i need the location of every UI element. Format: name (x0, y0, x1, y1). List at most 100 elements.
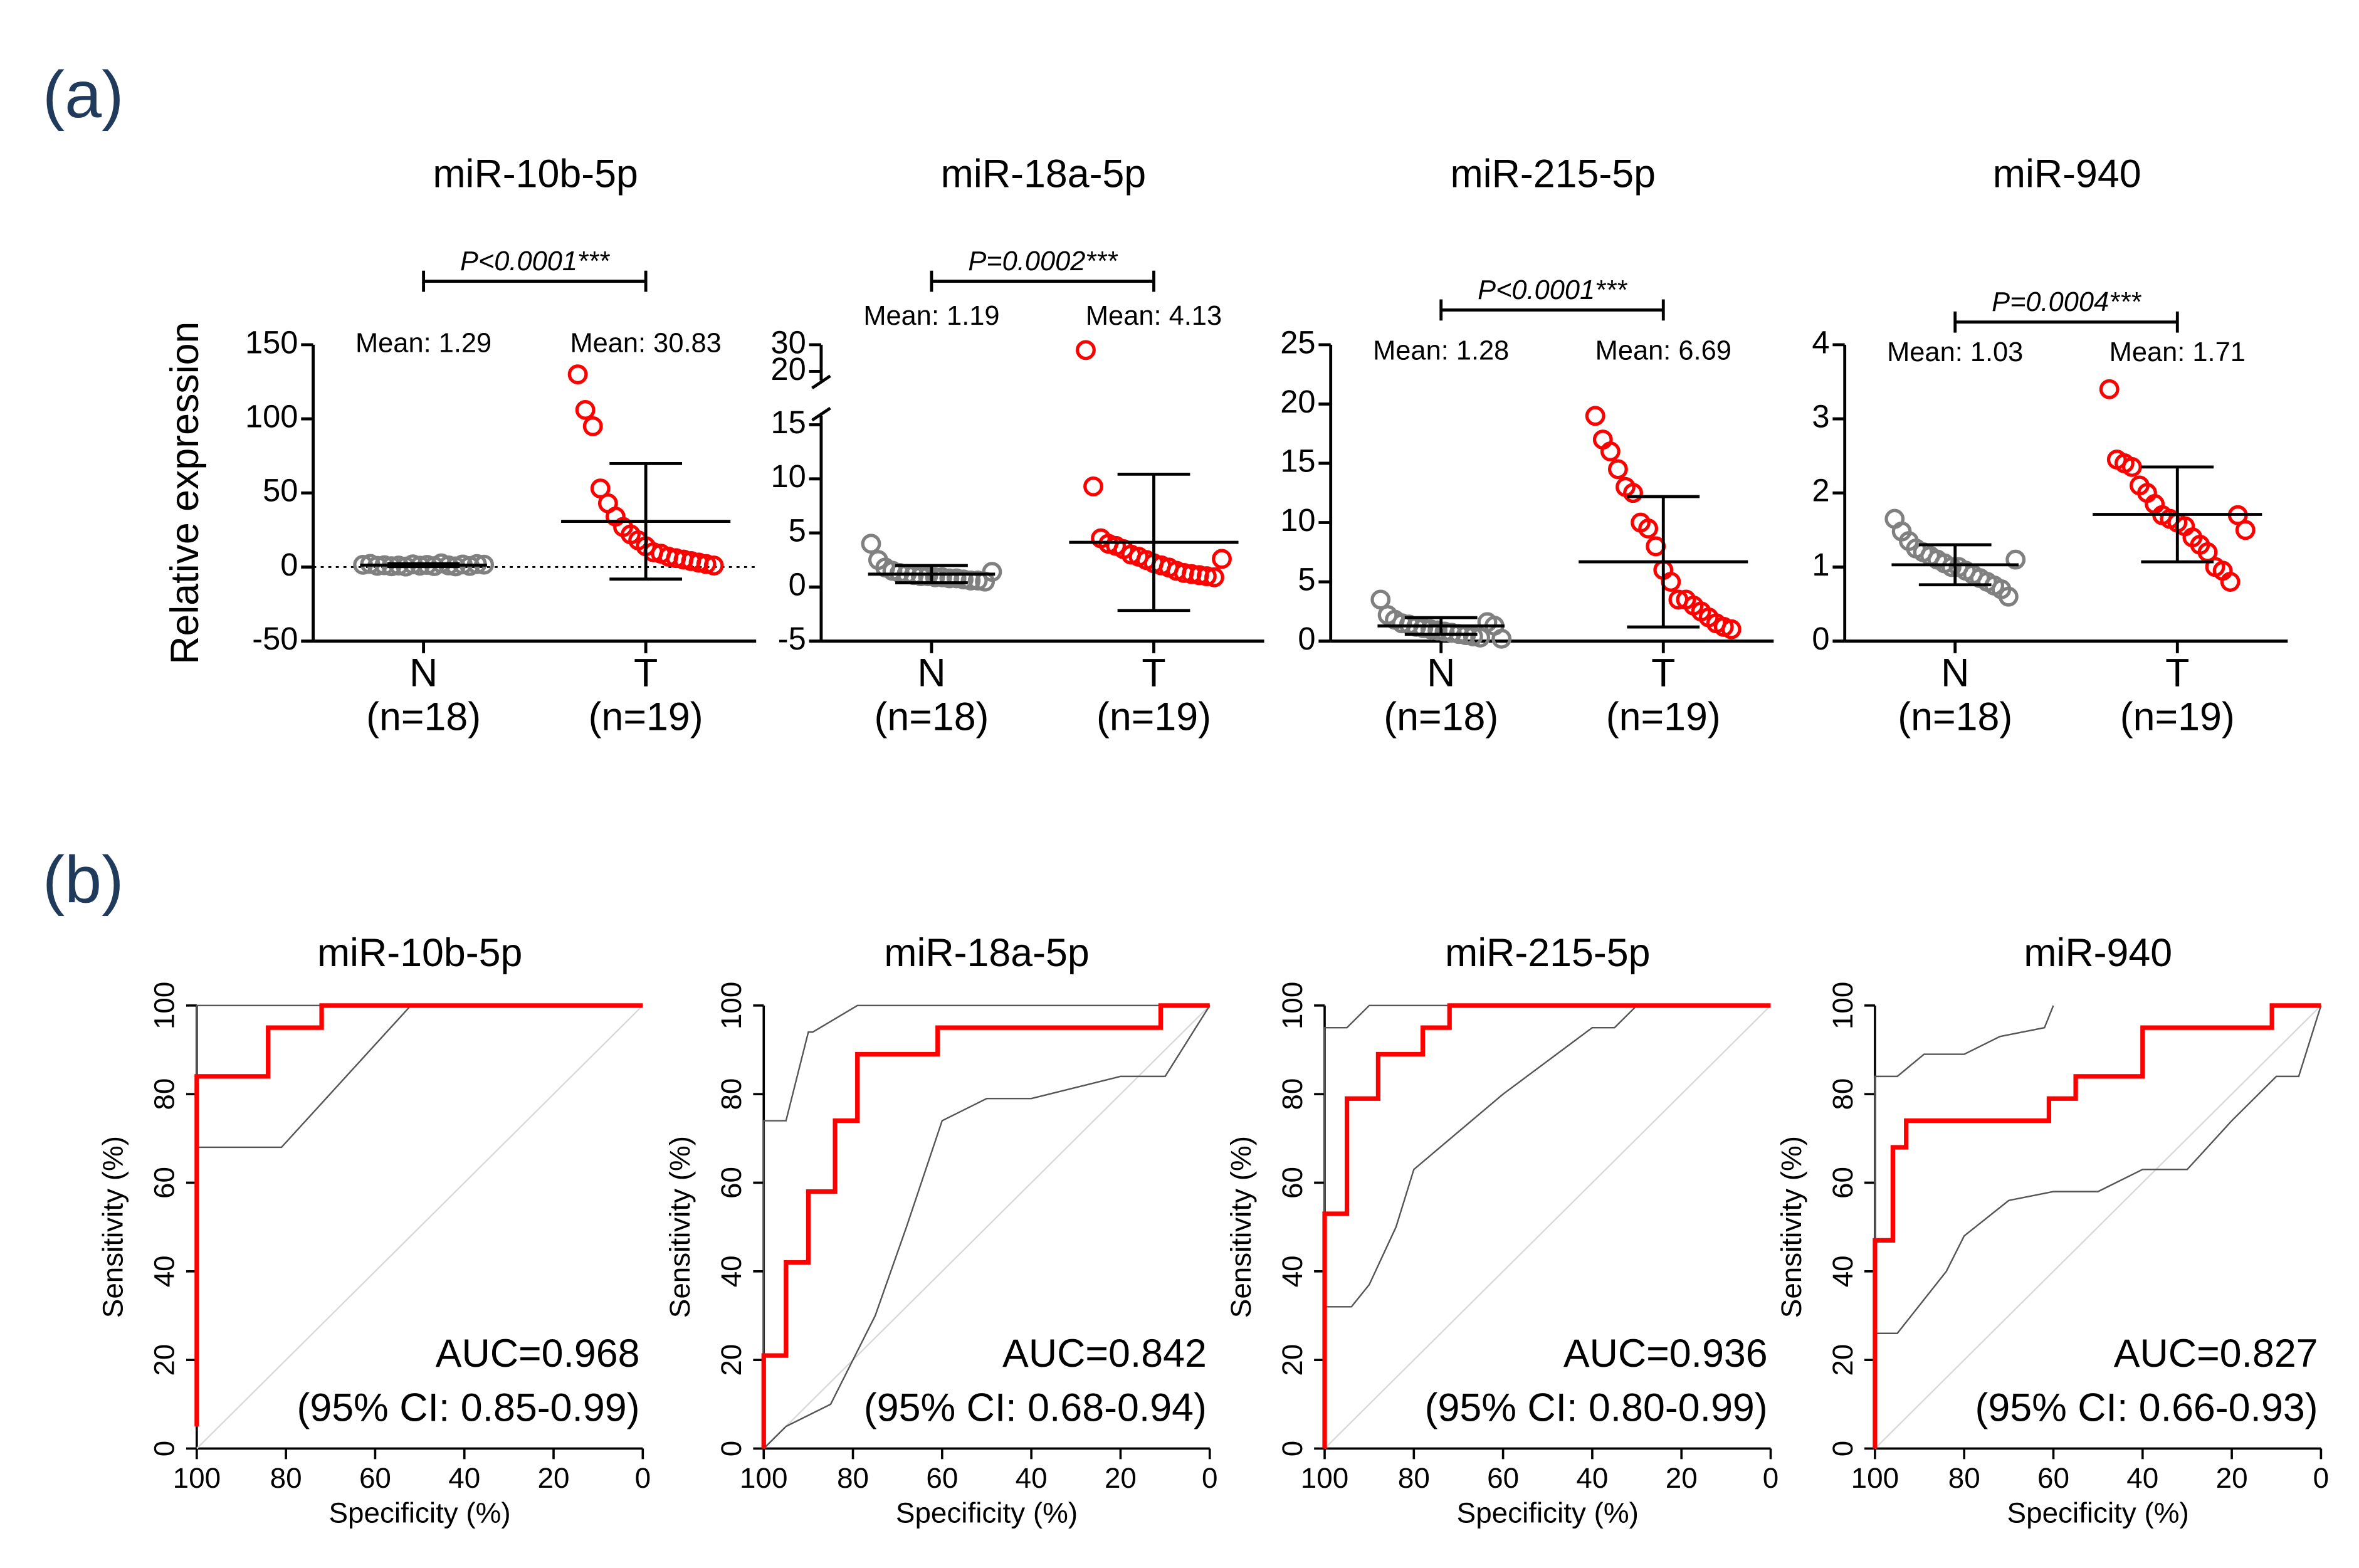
data-point (932, 567, 952, 587)
mean-label: Mean: 1.03 (1887, 337, 2023, 367)
y-tick-label: 100 (149, 982, 181, 1029)
x-tick-label: 20 (1666, 1462, 1698, 1494)
chart-title: miR-18a-5p (941, 152, 1147, 196)
x-axis-label: Specificity (%) (1457, 1497, 1639, 1529)
x-sublabel: (n=18) (366, 695, 481, 739)
data-point (1204, 567, 1224, 587)
data-point (982, 562, 1002, 582)
y-tick-label: 25 (1280, 324, 1315, 360)
annotation: (95% CI: 0.66-0.93) (1975, 1386, 2318, 1430)
p-value: P=0.0004*** (1992, 287, 2142, 317)
x-tick-label: 0 (635, 1462, 651, 1494)
roc-curve (1874, 1005, 2322, 1334)
data-point (1607, 459, 1628, 480)
mean-label: Mean: 1.19 (863, 301, 999, 331)
y-tick-label: 0 (715, 1441, 747, 1456)
roc-curve (763, 1004, 1211, 1450)
y-tick-label: 20 (715, 1344, 747, 1376)
data-point (1212, 549, 1232, 569)
chart-title: miR-10b-5p (433, 152, 638, 196)
x-tick-label: N (1941, 651, 1969, 695)
data-point (939, 568, 960, 589)
data-point (1585, 406, 1605, 426)
mean-label: Mean: 4.13 (1086, 301, 1222, 331)
annotation: (95% CI: 0.68-0.94) (864, 1386, 1207, 1430)
data-point (925, 567, 945, 587)
panel-label: (a) (43, 58, 124, 132)
data-point (1420, 619, 1441, 639)
x-sublabel: (n=19) (1606, 695, 1721, 739)
annotation: (95% CI: 0.85-0.99) (297, 1386, 639, 1430)
x-tick-label: 100 (173, 1462, 221, 1494)
roc-curve (1873, 1003, 2321, 1449)
chart-title: miR-940 (2024, 931, 2172, 975)
data-point (1470, 627, 1491, 648)
x-tick-label: 60 (926, 1462, 958, 1494)
x-tick-label: 100 (1301, 1462, 1348, 1494)
x-axis-label: Specificity (%) (328, 1497, 510, 1529)
data-point (1196, 566, 1217, 586)
axis-break (811, 374, 831, 389)
y-tick-label: 50 (263, 473, 298, 508)
y-tick-label: 4 (1812, 324, 1829, 360)
y-tick-label: 0 (149, 1441, 181, 1456)
x-tick-label: T (634, 651, 658, 695)
x-tick-label: 40 (1016, 1462, 1048, 1494)
data-point (946, 568, 967, 589)
x-tick-label: 60 (2037, 1462, 2069, 1494)
data-point (1646, 536, 1666, 557)
y-axis-label: Sensitivity (%) (1225, 1136, 1257, 1318)
data-point (954, 569, 974, 590)
data-point (1370, 589, 1391, 610)
mean-label: Mean: 1.28 (1373, 335, 1509, 366)
y-tick-label: 20 (1280, 384, 1315, 419)
y-tick-label: 20 (1276, 1344, 1308, 1376)
y-tick-label: 80 (149, 1078, 181, 1110)
x-tick-label: T (2165, 651, 2189, 695)
y-tick-label: 30 (770, 324, 806, 360)
data-point (967, 571, 988, 591)
y-tick-label: -5 (778, 621, 806, 656)
y-axis-label: Sensitivity (%) (97, 1136, 129, 1318)
x-sublabel: (n=18) (874, 695, 989, 739)
annotation: AUC=0.842 (1002, 1332, 1207, 1376)
x-sublabel: (n=19) (2120, 695, 2235, 739)
y-tick-label: 80 (1827, 1078, 1859, 1110)
p-value: P=0.0002*** (968, 246, 1118, 276)
chart-title: miR-215-5p (1450, 152, 1656, 196)
data-point (861, 534, 881, 554)
roc-curve (196, 1004, 644, 1450)
x-tick-label: 0 (1763, 1462, 1778, 1494)
y-tick-label: 100 (1276, 982, 1308, 1029)
data-point (567, 364, 588, 385)
roc-curve (1874, 1004, 2322, 1450)
y-tick-label: 100 (715, 982, 747, 1029)
y-tick-label: 0 (1298, 621, 1315, 656)
x-tick-label: 80 (270, 1462, 302, 1494)
data-point (575, 399, 596, 420)
annotation: AUC=0.936 (1563, 1332, 1768, 1376)
p-value: P<0.0001*** (1478, 275, 1628, 305)
roc-curve (761, 1003, 1210, 1449)
x-tick-label: 40 (2126, 1462, 2158, 1494)
data-point (2099, 379, 2120, 399)
y-tick-label: 40 (149, 1255, 181, 1287)
data-point (1600, 441, 1621, 461)
annotation: (95% CI: 0.80-0.99) (1425, 1386, 1768, 1430)
y-axis-label: Relative expression (163, 322, 207, 665)
mean-label: Mean: 1.29 (355, 328, 491, 358)
data-point (1623, 483, 1643, 503)
x-tick-label: 100 (1851, 1462, 1899, 1494)
data-point (918, 566, 938, 586)
y-tick-label: 20 (770, 351, 806, 387)
data-point (582, 416, 603, 436)
data-point (1721, 619, 1742, 639)
data-point (1638, 518, 1659, 539)
y-tick-label: 10 (1280, 502, 1315, 538)
y-tick-label: 100 (245, 398, 298, 434)
p-value: P<0.0001*** (460, 246, 611, 276)
y-tick-label: 60 (715, 1167, 747, 1199)
y-tick-label: 0 (280, 547, 298, 582)
annotation: AUC=0.827 (2114, 1332, 2318, 1376)
